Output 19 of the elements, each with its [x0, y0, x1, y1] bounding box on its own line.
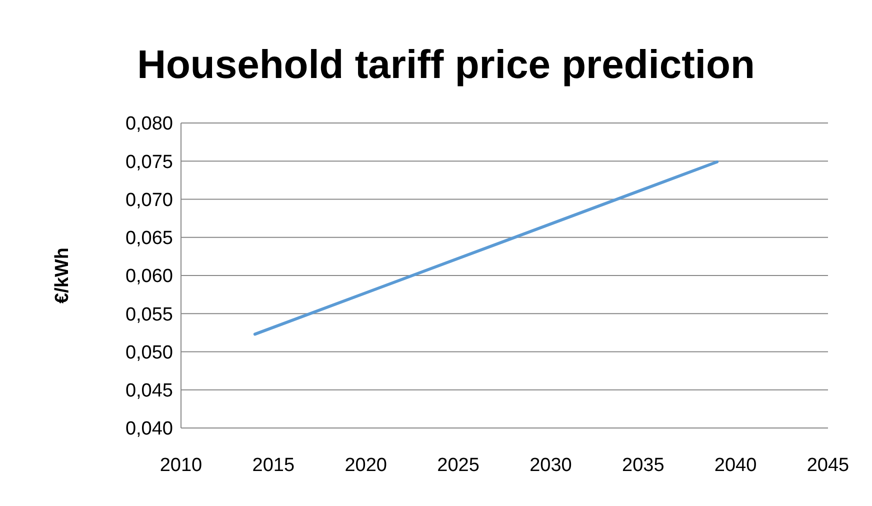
y-tick-label: 0,045: [125, 380, 173, 402]
x-tick-label: 2015: [252, 455, 295, 476]
chart-title: Household tariff price prediction: [137, 43, 755, 87]
x-tick-label: 2035: [622, 455, 664, 476]
y-tick-label: 0,040: [125, 418, 173, 440]
x-tick-label: 2020: [344, 455, 387, 476]
y-tick-label: 0,075: [125, 152, 173, 173]
x-tick-label: 2030: [530, 455, 572, 476]
y-tick-label: 0,080: [125, 114, 173, 135]
y-axis-title: €/kWh: [52, 248, 73, 304]
y-tick-label: 0,070: [125, 190, 173, 211]
y-tick-label: 0,065: [125, 228, 173, 250]
x-tick-label: 2010: [160, 455, 202, 476]
y-tick-label: 0,050: [125, 342, 173, 364]
x-tick-label: 2040: [714, 455, 757, 476]
y-tick-label: 0,055: [125, 304, 173, 326]
y-tick-label: 0,060: [125, 266, 173, 288]
x-tick-label: 2025: [437, 455, 480, 476]
x-tick-label: 2045: [806, 455, 850, 476]
